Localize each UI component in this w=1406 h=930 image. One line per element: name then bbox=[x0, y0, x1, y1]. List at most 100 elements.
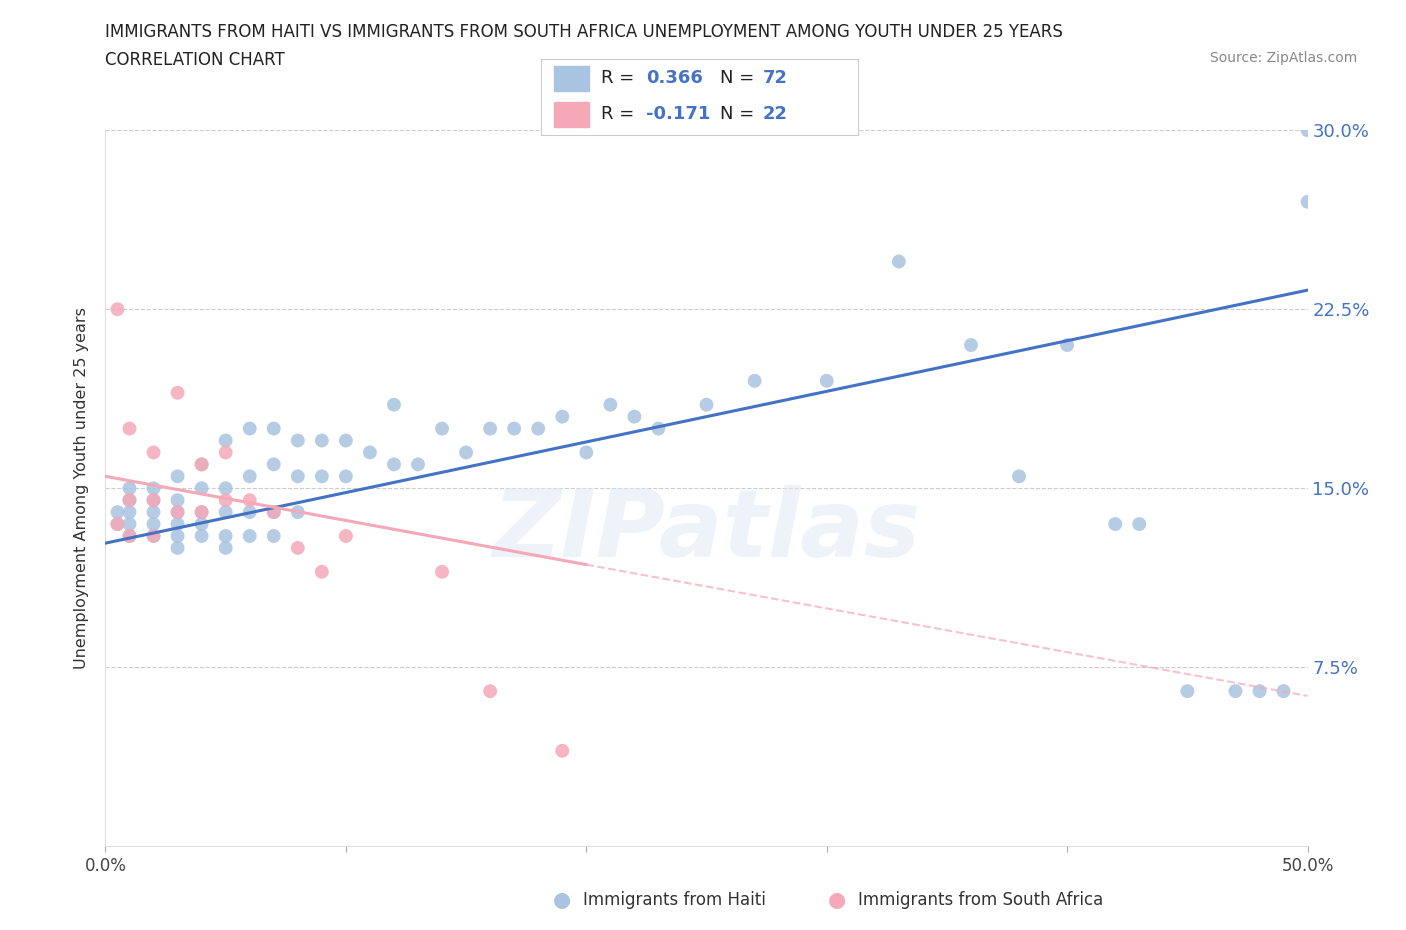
Point bbox=[107, 517, 129, 532]
Text: IMMIGRANTS FROM HAITI VS IMMIGRANTS FROM SOUTH AFRICA UNEMPLOYMENT AMONG YOUTH U: IMMIGRANTS FROM HAITI VS IMMIGRANTS FROM… bbox=[105, 23, 1063, 41]
Point bbox=[239, 505, 262, 520]
Text: Source: ZipAtlas.com: Source: ZipAtlas.com bbox=[1209, 51, 1357, 65]
Point bbox=[166, 540, 188, 555]
Point bbox=[214, 540, 236, 555]
Point bbox=[382, 397, 405, 412]
Point bbox=[1008, 469, 1031, 484]
Point bbox=[1175, 684, 1198, 698]
Text: N =: N = bbox=[720, 69, 761, 87]
Point bbox=[214, 433, 236, 448]
Point bbox=[382, 457, 405, 472]
Text: Immigrants from South Africa: Immigrants from South Africa bbox=[858, 891, 1102, 910]
Point bbox=[166, 505, 188, 520]
Point bbox=[142, 481, 165, 496]
Point bbox=[430, 421, 453, 436]
Point bbox=[166, 528, 188, 543]
Point bbox=[960, 338, 983, 352]
Point bbox=[214, 505, 236, 520]
Point bbox=[166, 493, 188, 508]
Point bbox=[311, 565, 333, 579]
Point bbox=[527, 421, 550, 436]
Point bbox=[503, 421, 526, 436]
Point bbox=[190, 505, 212, 520]
Point bbox=[359, 445, 381, 460]
Point bbox=[142, 528, 165, 543]
Text: -0.171: -0.171 bbox=[645, 105, 710, 123]
Point bbox=[190, 517, 212, 532]
Point bbox=[287, 540, 309, 555]
Point bbox=[647, 421, 669, 436]
Point bbox=[190, 457, 212, 472]
Point bbox=[239, 528, 262, 543]
Point bbox=[190, 457, 212, 472]
Point bbox=[1225, 684, 1247, 698]
Text: CORRELATION CHART: CORRELATION CHART bbox=[105, 51, 285, 69]
Point bbox=[887, 254, 910, 269]
Point bbox=[263, 505, 285, 520]
Bar bbox=[554, 66, 589, 91]
Point bbox=[335, 469, 357, 484]
Point bbox=[287, 505, 309, 520]
Point bbox=[118, 421, 141, 436]
Point bbox=[263, 528, 285, 543]
Point bbox=[311, 433, 333, 448]
Point bbox=[479, 421, 502, 436]
Point bbox=[214, 493, 236, 508]
Point bbox=[107, 301, 129, 316]
Point bbox=[239, 421, 262, 436]
Text: ●: ● bbox=[828, 890, 845, 910]
Point bbox=[239, 469, 262, 484]
Point bbox=[118, 493, 141, 508]
Point bbox=[1296, 194, 1319, 209]
Point bbox=[190, 481, 212, 496]
Point bbox=[1104, 517, 1126, 532]
Point bbox=[142, 493, 165, 508]
Point bbox=[551, 743, 574, 758]
Point bbox=[335, 433, 357, 448]
Point bbox=[311, 469, 333, 484]
Point bbox=[551, 409, 574, 424]
Point bbox=[142, 528, 165, 543]
Point bbox=[166, 385, 188, 400]
Point bbox=[263, 421, 285, 436]
Point bbox=[142, 517, 165, 532]
Point bbox=[239, 493, 262, 508]
Text: R =: R = bbox=[602, 69, 640, 87]
Point bbox=[263, 457, 285, 472]
Point bbox=[1272, 684, 1295, 698]
Point bbox=[214, 528, 236, 543]
Point bbox=[190, 528, 212, 543]
Point bbox=[118, 528, 141, 543]
Point bbox=[1056, 338, 1078, 352]
Point bbox=[335, 528, 357, 543]
Y-axis label: Unemployment Among Youth under 25 years: Unemployment Among Youth under 25 years bbox=[75, 307, 90, 670]
Point bbox=[107, 517, 129, 532]
Point bbox=[166, 469, 188, 484]
Bar bbox=[554, 102, 589, 127]
Point bbox=[214, 445, 236, 460]
Point bbox=[454, 445, 477, 460]
Point bbox=[214, 481, 236, 496]
Text: 72: 72 bbox=[762, 69, 787, 87]
Point bbox=[623, 409, 645, 424]
Point bbox=[118, 505, 141, 520]
Point bbox=[166, 517, 188, 532]
Point bbox=[744, 374, 766, 389]
Text: ZIPatlas: ZIPatlas bbox=[492, 485, 921, 578]
Point bbox=[118, 517, 141, 532]
Text: 22: 22 bbox=[762, 105, 787, 123]
Point bbox=[118, 493, 141, 508]
Point bbox=[430, 565, 453, 579]
Text: N =: N = bbox=[720, 105, 761, 123]
Point bbox=[575, 445, 598, 460]
Point bbox=[142, 445, 165, 460]
Point bbox=[166, 505, 188, 520]
Point bbox=[479, 684, 502, 698]
Text: 0.366: 0.366 bbox=[645, 69, 703, 87]
Point bbox=[599, 397, 621, 412]
Text: Immigrants from Haiti: Immigrants from Haiti bbox=[583, 891, 766, 910]
Text: R =: R = bbox=[602, 105, 640, 123]
Point bbox=[142, 505, 165, 520]
Point bbox=[1296, 123, 1319, 138]
Point bbox=[1128, 517, 1150, 532]
